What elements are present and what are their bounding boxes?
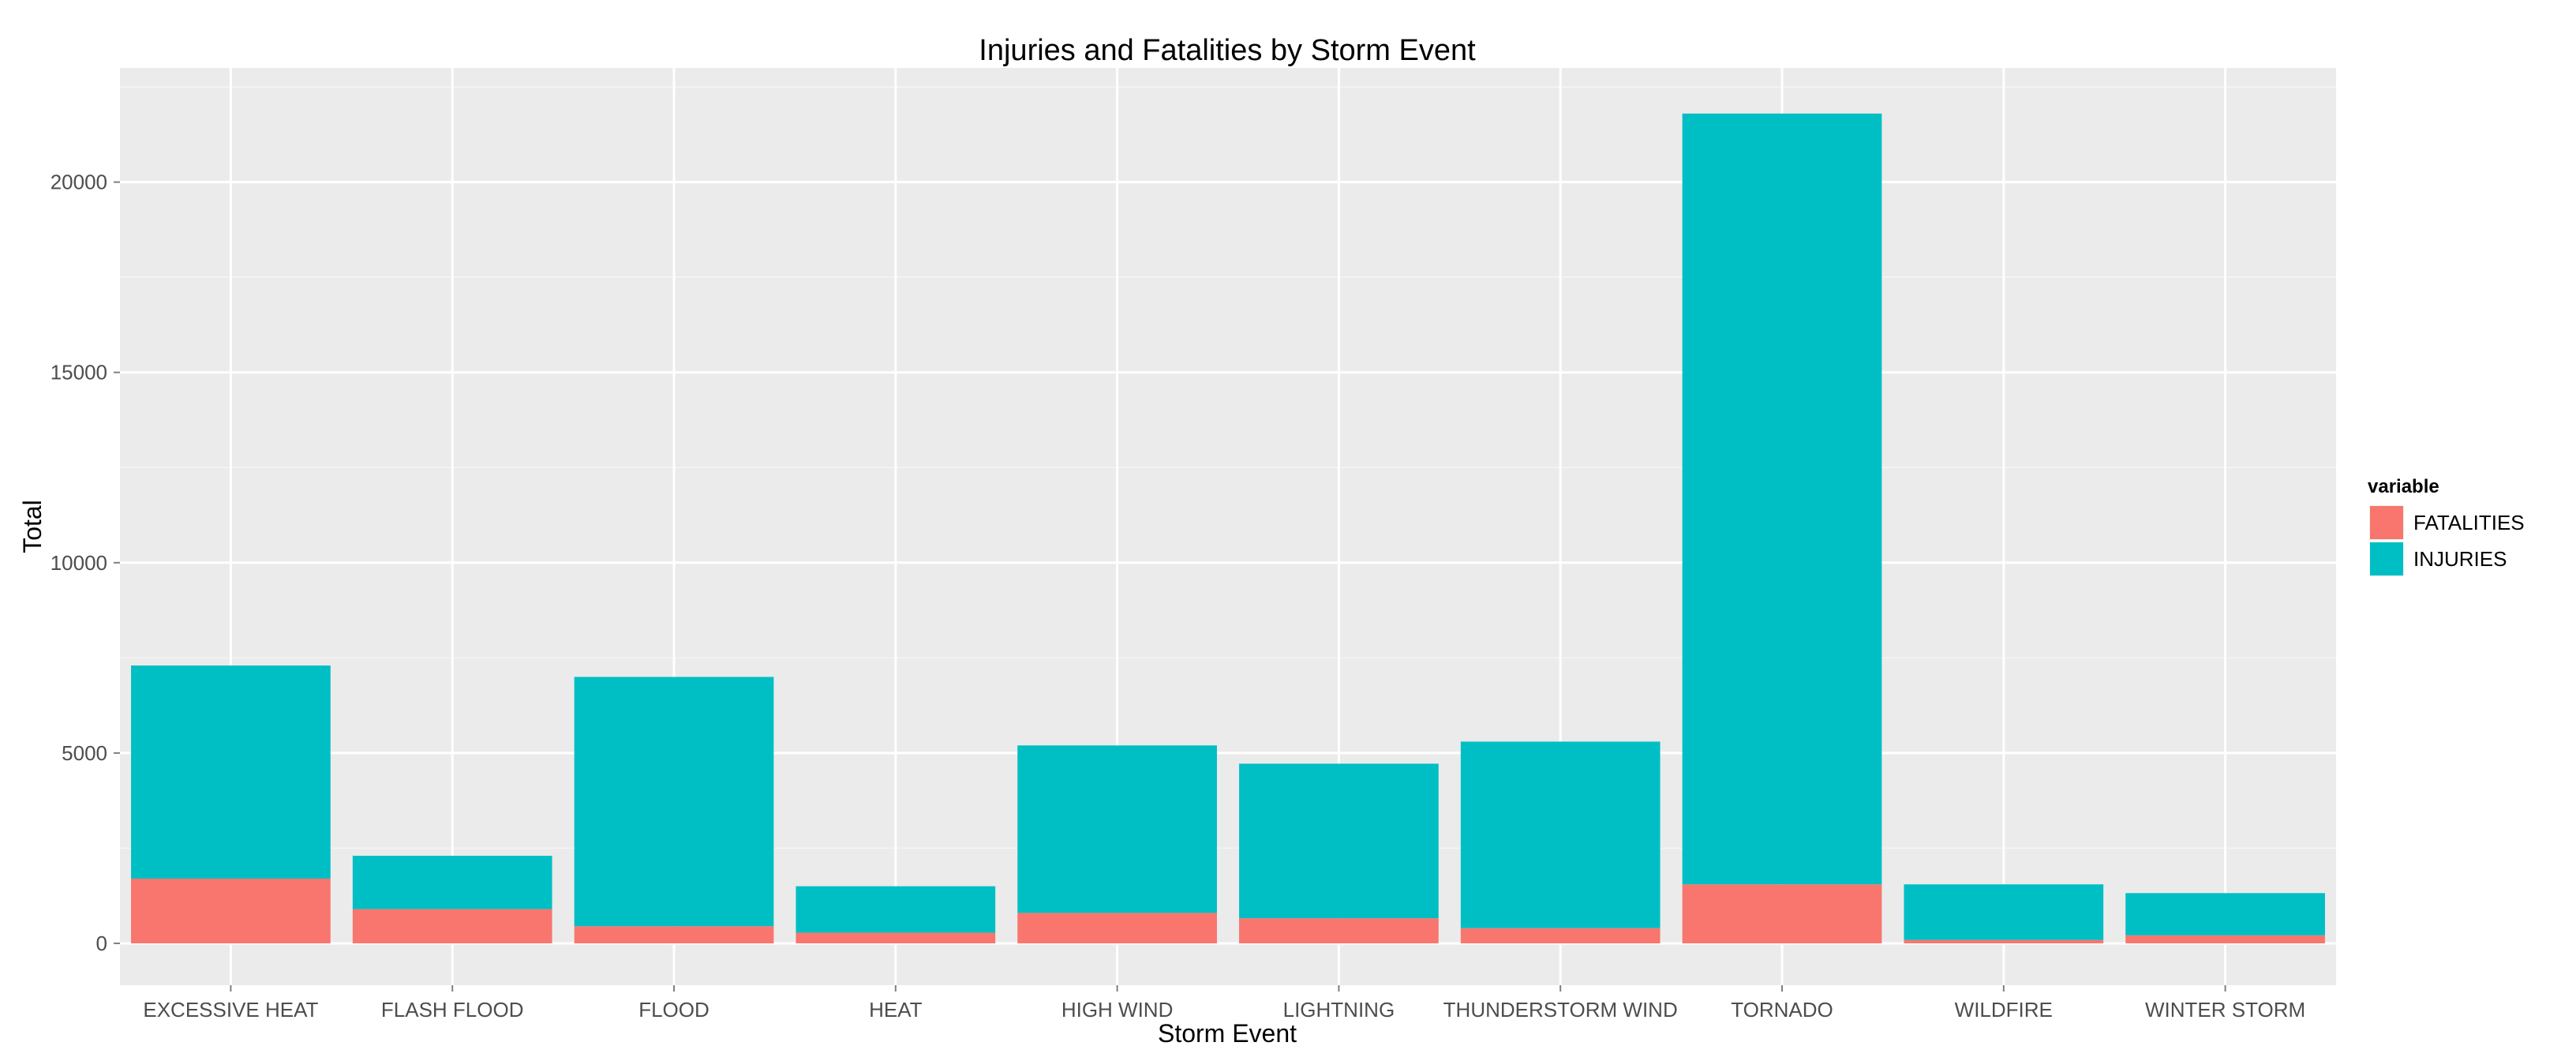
bar-injuries [1682,113,1882,885]
y-axis-title: Total [18,500,47,553]
x-tick-label: FLASH FLOOD [381,998,524,1022]
bar-fatalities [1904,939,2104,943]
bar-injuries [1239,763,1439,919]
y-tick-label: 0 [96,932,107,955]
bar-fatalities [131,878,331,943]
x-tick-label: LIGHTNING [1283,998,1395,1022]
minor-gridlines [120,86,2336,849]
bars [131,113,2325,943]
x-tick-label: THUNDERSTORM WIND [1443,998,1678,1022]
bar-fatalities [1460,928,1661,943]
bar-injuries [1017,745,1217,913]
legend-title: variable [2368,476,2439,497]
bar-injuries [2125,893,2325,935]
bar-injuries [131,665,331,879]
y-tick-label: 5000 [62,741,107,765]
bar-fatalities [796,932,996,943]
bar-injuries [352,856,552,909]
x-axis-title: Storm Event [1158,1019,1297,1048]
x-tick-label: HEAT [869,998,923,1022]
x-tick-label: HIGH WIND [1061,998,1174,1022]
legend-label-injuries: INJURIES [2413,547,2507,571]
x-tick-label: TORNADO [1731,998,1833,1022]
bar-injuries [1460,741,1661,928]
legend-swatch-injuries [2370,542,2403,575]
bar-injuries [796,886,996,933]
bar-fatalities [1017,913,1217,943]
x-tick-label: WILDFIRE [1955,998,2053,1022]
plot-panel [120,68,2336,985]
legend-label-fatalities: FATALITIES [2413,511,2525,534]
x-tick-label: FLOOD [638,998,710,1022]
x-tick-label: EXCESSIVE HEAT [143,998,318,1022]
x-axis: EXCESSIVE HEAT FLASH FLOOD FLOOD HEAT HIGH W… [143,985,2305,1022]
bar-fatalities [352,909,552,943]
bar-injuries [574,677,774,927]
legend-swatch-fatalities [2370,506,2403,539]
y-tick-label: 10000 [51,551,107,575]
bar-injuries [1904,884,2104,940]
bar-fatalities [574,926,774,943]
x-tick-label: WINTER STORM [2145,998,2305,1022]
legend: variable FATALITIES INJURIES [2368,476,2525,576]
y-tick-label: 20000 [51,171,107,194]
bar-fatalities [1239,918,1439,943]
y-axis: 0 5000 10000 15000 20000 [51,171,120,955]
bar-fatalities [1682,884,1882,943]
bar-fatalities [2125,935,2325,943]
chart-title: Injuries and Fatalities by Storm Event [979,34,1476,67]
y-tick-label: 15000 [51,361,107,384]
